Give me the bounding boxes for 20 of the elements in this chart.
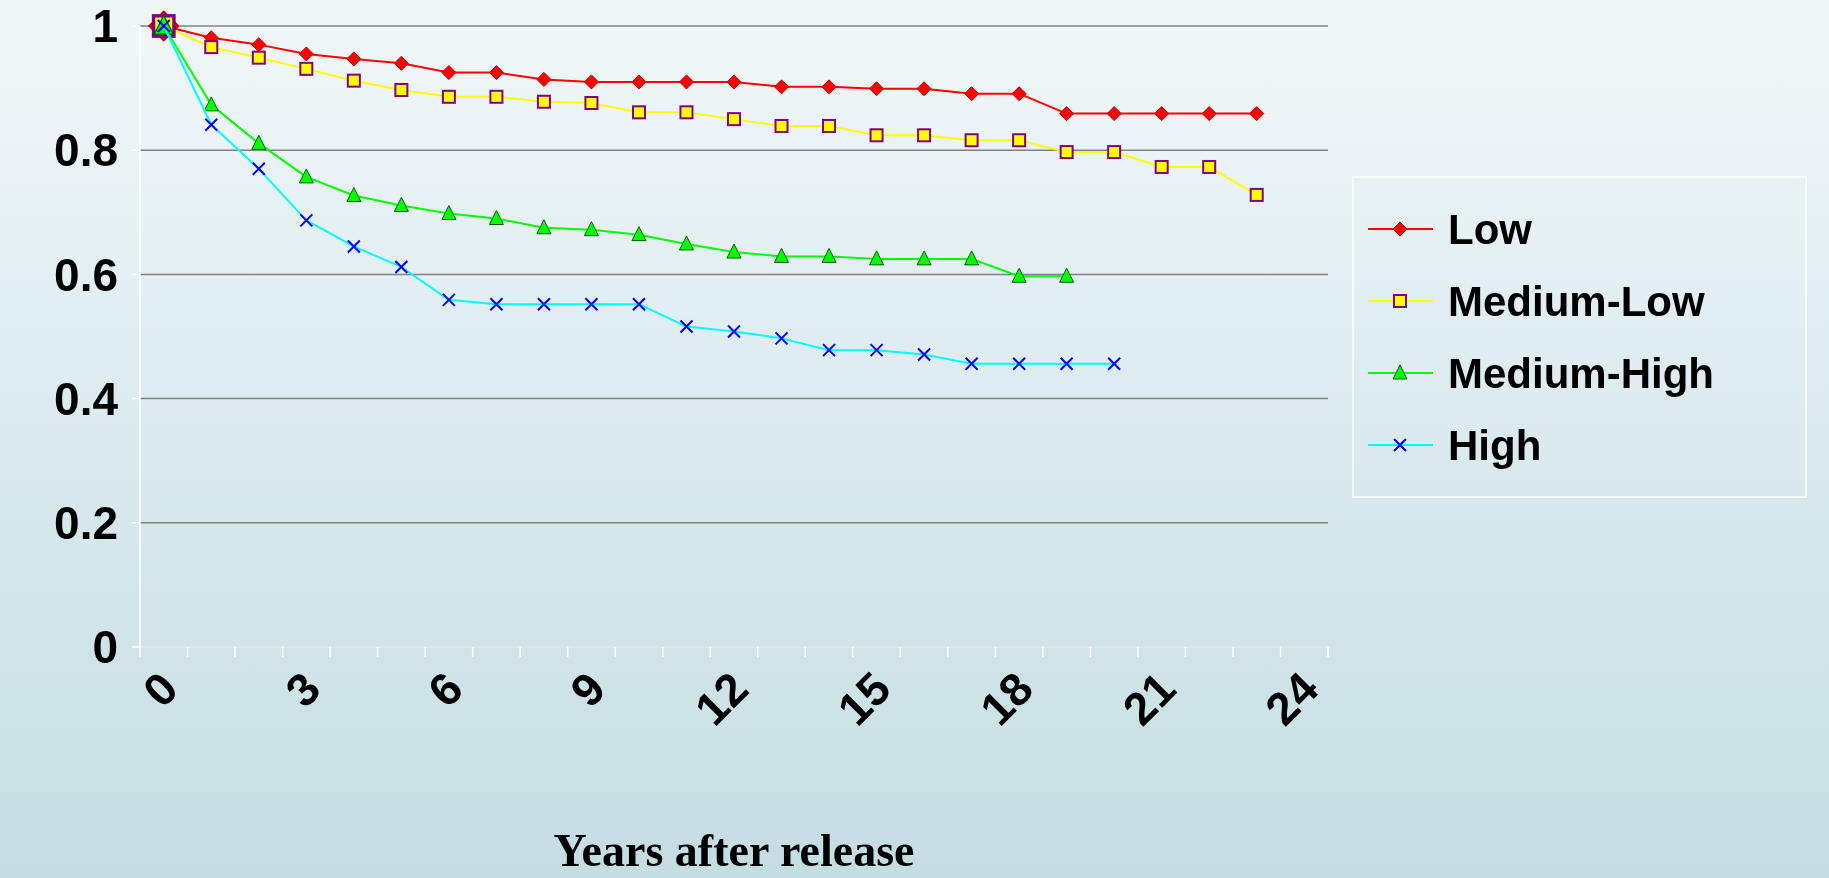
y-tick-label: 0.2 [54, 496, 118, 549]
x-axis-title: Years after release [553, 825, 915, 876]
y-tick-label: 0.6 [54, 248, 118, 301]
x-tick-label: 24 [1255, 661, 1329, 736]
legend-label: Low [1448, 205, 1533, 253]
y-tick-label: 0 [92, 621, 118, 674]
legend-label: Medium-Low [1448, 277, 1705, 325]
x-tick-label: 18 [970, 662, 1043, 736]
x-tick-label: 3 [275, 662, 331, 717]
x-tick-label: 21 [1112, 662, 1186, 736]
x-tick-label: 0 [132, 662, 188, 717]
x-tick-label: 6 [417, 662, 473, 717]
legend-label: Medium-High [1448, 349, 1714, 397]
x-tick-label: 15 [827, 662, 901, 736]
x-tick-label: 9 [560, 662, 616, 717]
legend-label: High [1448, 421, 1542, 469]
y-tick-label: 0.8 [54, 124, 118, 177]
y-tick-label: 1 [92, 0, 118, 53]
y-tick-label: 0.4 [54, 372, 119, 425]
x-tick-label: 12 [684, 662, 758, 736]
